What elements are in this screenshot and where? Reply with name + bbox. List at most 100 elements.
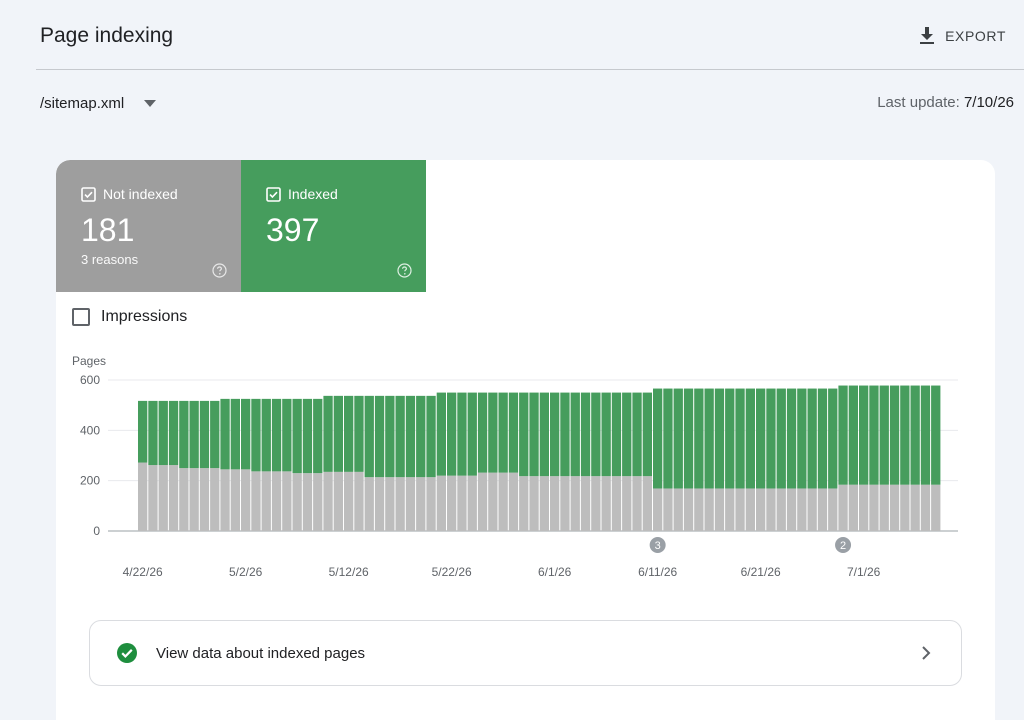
bar-indexed xyxy=(447,392,457,476)
bar-not-indexed xyxy=(632,476,642,531)
bar-indexed xyxy=(745,388,755,489)
checkbox-checked-icon[interactable] xyxy=(266,186,281,202)
bar-indexed xyxy=(323,395,333,472)
bar-indexed xyxy=(550,392,560,477)
bar-indexed xyxy=(632,392,642,477)
bar-indexed xyxy=(261,398,271,472)
bar-not-indexed xyxy=(601,476,611,531)
indexed-label: Indexed xyxy=(288,186,338,202)
bar-not-indexed xyxy=(570,476,580,531)
bar-indexed xyxy=(797,388,807,489)
impressions-toggle[interactable]: Impressions xyxy=(72,308,187,326)
bar-indexed xyxy=(416,395,426,478)
y-axis-label: Pages xyxy=(72,354,106,368)
check-circle-icon xyxy=(117,643,137,663)
bar-not-indexed xyxy=(807,488,817,531)
bar-indexed xyxy=(364,395,374,478)
not-indexed-tile[interactable]: Not indexed 181 3 reasons xyxy=(56,160,241,292)
bar-not-indexed xyxy=(756,488,766,531)
checkbox-checked-icon[interactable] xyxy=(81,186,96,202)
bar-not-indexed xyxy=(395,477,405,531)
bar-not-indexed xyxy=(416,477,426,531)
sitemap-value: /sitemap.xml xyxy=(40,94,125,112)
bar-not-indexed xyxy=(168,465,179,531)
bar-indexed xyxy=(570,392,580,477)
bar-indexed xyxy=(148,400,158,466)
bar-indexed xyxy=(910,385,920,485)
y-tick-label: 0 xyxy=(93,524,100,538)
bar-not-indexed xyxy=(385,477,395,531)
bar-indexed xyxy=(560,392,570,477)
bar-indexed xyxy=(189,400,199,469)
last-update: Last update: 7/10/26 xyxy=(877,94,1014,111)
annotation-marker xyxy=(835,537,852,553)
indexed-tile[interactable]: Indexed 397 xyxy=(241,160,426,292)
bar-indexed xyxy=(714,388,725,489)
bar-indexed xyxy=(735,388,745,489)
bar-indexed xyxy=(210,400,220,469)
bar-not-indexed xyxy=(848,484,858,531)
bar-not-indexed xyxy=(920,484,931,531)
bar-indexed xyxy=(179,400,189,469)
bar-indexed xyxy=(457,392,467,476)
bar-not-indexed xyxy=(766,488,776,531)
bar-not-indexed xyxy=(447,475,457,531)
bar-indexed xyxy=(817,388,828,489)
bar-indexed xyxy=(756,388,766,489)
bar-not-indexed xyxy=(797,488,807,531)
impressions-checkbox[interactable] xyxy=(72,308,90,326)
x-tick-label: 6/1/26 xyxy=(538,565,572,579)
export-button[interactable]: EXPORT xyxy=(919,22,1006,50)
bar-indexed xyxy=(931,385,941,485)
annotation-label: 3 xyxy=(655,540,661,552)
sitemap-dropdown[interactable]: /sitemap.xml xyxy=(40,92,157,114)
bar-indexed xyxy=(230,398,240,470)
bar-not-indexed xyxy=(158,465,168,531)
bar-not-indexed xyxy=(663,488,673,531)
bar-indexed xyxy=(354,395,364,472)
bar-not-indexed xyxy=(220,469,230,531)
bar-not-indexed xyxy=(879,484,889,531)
help-icon[interactable] xyxy=(397,263,412,278)
bar-indexed xyxy=(395,395,405,478)
bar-indexed xyxy=(828,388,838,489)
view-indexed-pages-row[interactable]: View data about indexed pages xyxy=(89,620,962,686)
bar-not-indexed xyxy=(714,488,725,531)
bar-indexed xyxy=(508,392,519,473)
bar-indexed xyxy=(292,398,302,474)
bar-not-indexed xyxy=(817,488,828,531)
bar-not-indexed xyxy=(642,476,652,531)
bar-indexed xyxy=(313,398,323,474)
bar-indexed xyxy=(302,398,313,474)
bar-not-indexed xyxy=(622,476,632,531)
bar-not-indexed xyxy=(776,488,786,531)
help-icon[interactable] xyxy=(212,263,227,278)
bar-not-indexed xyxy=(292,473,302,531)
bar-not-indexed xyxy=(550,476,560,531)
chevron-right-icon xyxy=(922,646,931,660)
last-update-date: 7/10/26 xyxy=(963,94,1014,111)
bar-indexed xyxy=(426,395,436,478)
bar-indexed xyxy=(467,392,477,476)
bar-not-indexed xyxy=(333,471,343,531)
bar-indexed xyxy=(168,400,179,466)
bar-indexed xyxy=(838,385,848,485)
bar-not-indexed xyxy=(869,484,879,531)
x-tick-label: 5/12/26 xyxy=(329,565,369,579)
bar-not-indexed xyxy=(354,471,364,531)
bar-indexed xyxy=(138,400,148,463)
caret-down-icon xyxy=(144,99,157,107)
bar-not-indexed xyxy=(323,471,333,531)
not-indexed-reasons: 3 reasons xyxy=(81,252,139,267)
bar-not-indexed xyxy=(611,476,622,531)
x-tick-label: 6/21/26 xyxy=(741,565,781,579)
bar-indexed xyxy=(158,400,168,466)
bar-not-indexed xyxy=(251,471,261,531)
bar-not-indexed xyxy=(591,476,601,531)
bar-not-indexed xyxy=(931,484,941,531)
x-tick-label: 7/1/26 xyxy=(847,565,881,579)
bar-indexed xyxy=(653,388,663,489)
bar-not-indexed xyxy=(508,472,519,531)
bar-not-indexed xyxy=(457,475,467,531)
bar-not-indexed xyxy=(704,488,714,531)
